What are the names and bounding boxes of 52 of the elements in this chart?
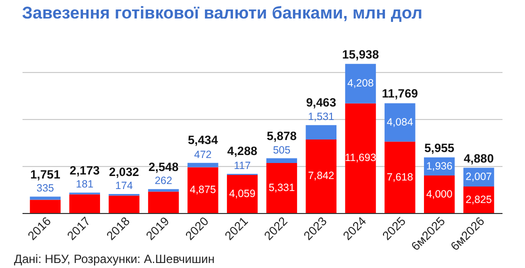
bar — [384, 103, 416, 142]
data-label: 4,059 — [229, 188, 256, 200]
annotation: 2,032 — [109, 164, 140, 179]
text: Дані: НБУ, Розрахунки: А.Шевчишин — [14, 252, 215, 266]
annotation: 1,751 — [30, 168, 61, 182]
annotation: 4,288 — [227, 144, 258, 158]
annotation: 5,955 — [424, 141, 455, 156]
data-label: 262 — [154, 175, 172, 188]
annotation: 4,880 — [464, 151, 494, 166]
annotation: 15,938 — [342, 48, 380, 62]
data-label: 11,693 — [344, 152, 376, 164]
bar — [226, 174, 258, 213]
bar — [266, 163, 298, 213]
bar — [30, 200, 61, 213]
data-label: 335 — [36, 182, 54, 195]
data-label: 4,000 — [426, 188, 453, 200]
data-label: 4,084 — [386, 116, 414, 128]
bar — [188, 162, 218, 168]
annotation: 5,434 — [188, 133, 218, 148]
data-label: 181 — [76, 178, 94, 191]
data-label: 2,825 — [466, 194, 492, 206]
annotation: 5,878 — [266, 128, 298, 143]
data-label: 472 — [194, 148, 212, 161]
bar — [30, 196, 61, 200]
annotation: 2,173 — [70, 164, 100, 178]
data-label: 1,531 — [308, 111, 334, 124]
data-label: 174 — [115, 180, 133, 192]
bar — [384, 142, 416, 213]
bar — [345, 103, 376, 213]
bar — [345, 64, 376, 104]
bar — [306, 125, 336, 140]
data-label: 7,842 — [308, 170, 334, 182]
data-label: 4,208 — [347, 78, 374, 90]
data-label: 5,331 — [268, 182, 295, 194]
data-label: 505 — [272, 144, 291, 156]
data-label: 4,875 — [190, 184, 216, 196]
annotation: 11,769 — [382, 86, 418, 101]
data-label: 7,618 — [386, 171, 414, 184]
annotation: 2,548 — [148, 160, 179, 174]
bar — [424, 176, 455, 213]
annotation: 9,463 — [306, 95, 336, 110]
bar — [148, 192, 179, 213]
bar — [69, 194, 100, 213]
chart-title: Завезення готівкової валюти банками, млн дол — [22, 4, 422, 23]
bar — [188, 167, 218, 213]
bar — [306, 139, 336, 213]
data-label: 2,007 — [466, 171, 492, 184]
bar — [266, 158, 298, 164]
data-label: 117 — [234, 160, 251, 172]
data-label: 1,936 — [426, 160, 453, 172]
bar — [108, 196, 140, 213]
bar — [148, 189, 179, 192]
